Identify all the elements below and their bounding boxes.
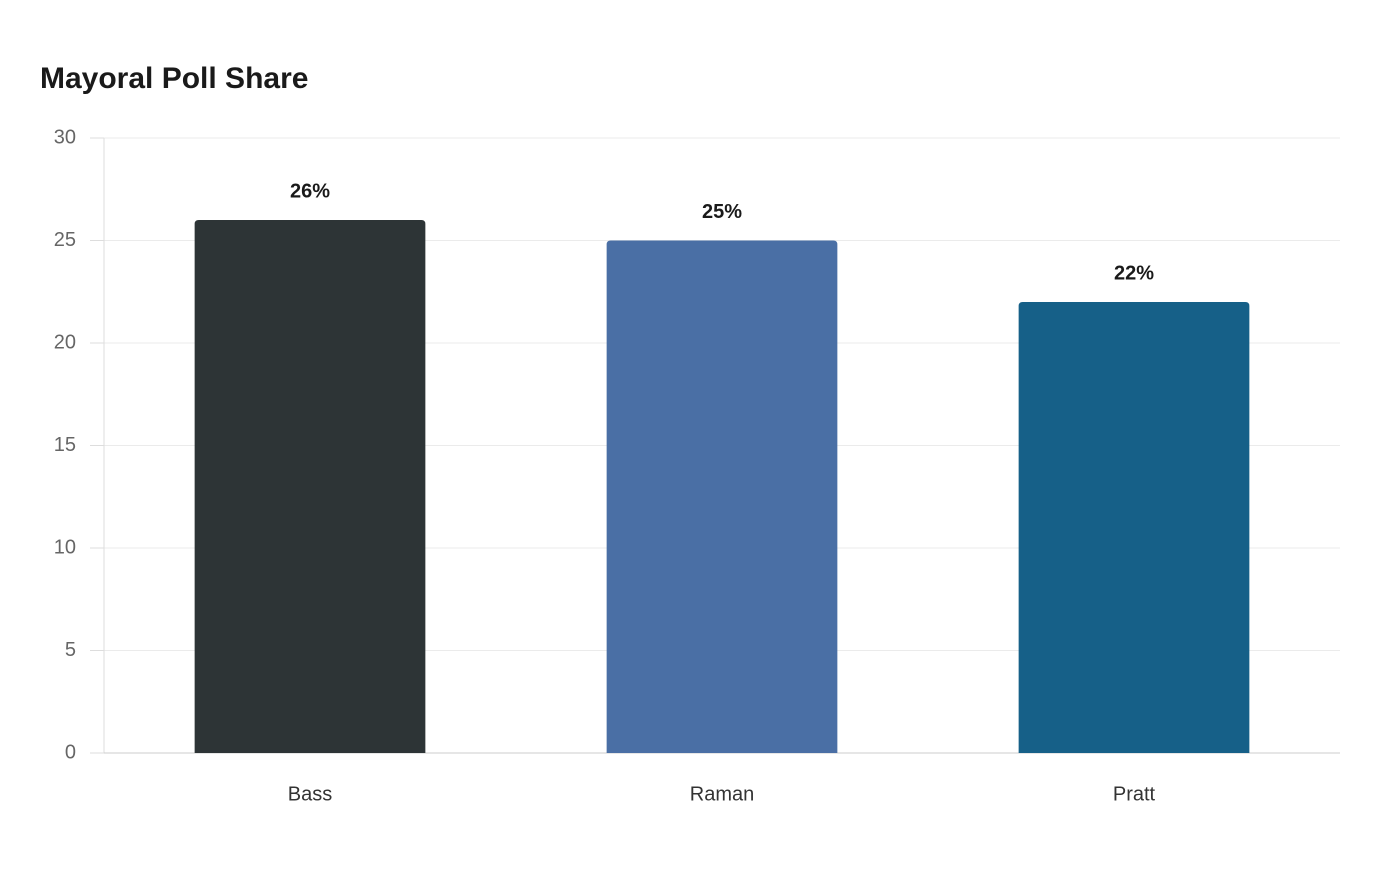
y-tick-label: 0 — [65, 741, 76, 763]
y-tick-label: 5 — [65, 639, 76, 661]
bar — [1018, 302, 1250, 753]
bar — [606, 240, 838, 753]
x-tick-label: Raman — [690, 783, 754, 805]
chart-title: Mayoral Poll Share — [40, 62, 308, 95]
y-tick-label: 10 — [54, 536, 76, 558]
x-tick-label: Bass — [288, 783, 332, 805]
value-label: 22% — [1114, 262, 1154, 284]
x-tick-label: Pratt — [1113, 783, 1156, 805]
y-tick-label: 20 — [54, 331, 76, 353]
y-tick-label: 15 — [54, 434, 76, 456]
value-label: 25% — [702, 201, 742, 223]
y-tick-label: 30 — [54, 126, 76, 148]
value-label: 26% — [290, 180, 330, 202]
bar — [194, 220, 426, 753]
y-tick-label: 25 — [54, 229, 76, 251]
